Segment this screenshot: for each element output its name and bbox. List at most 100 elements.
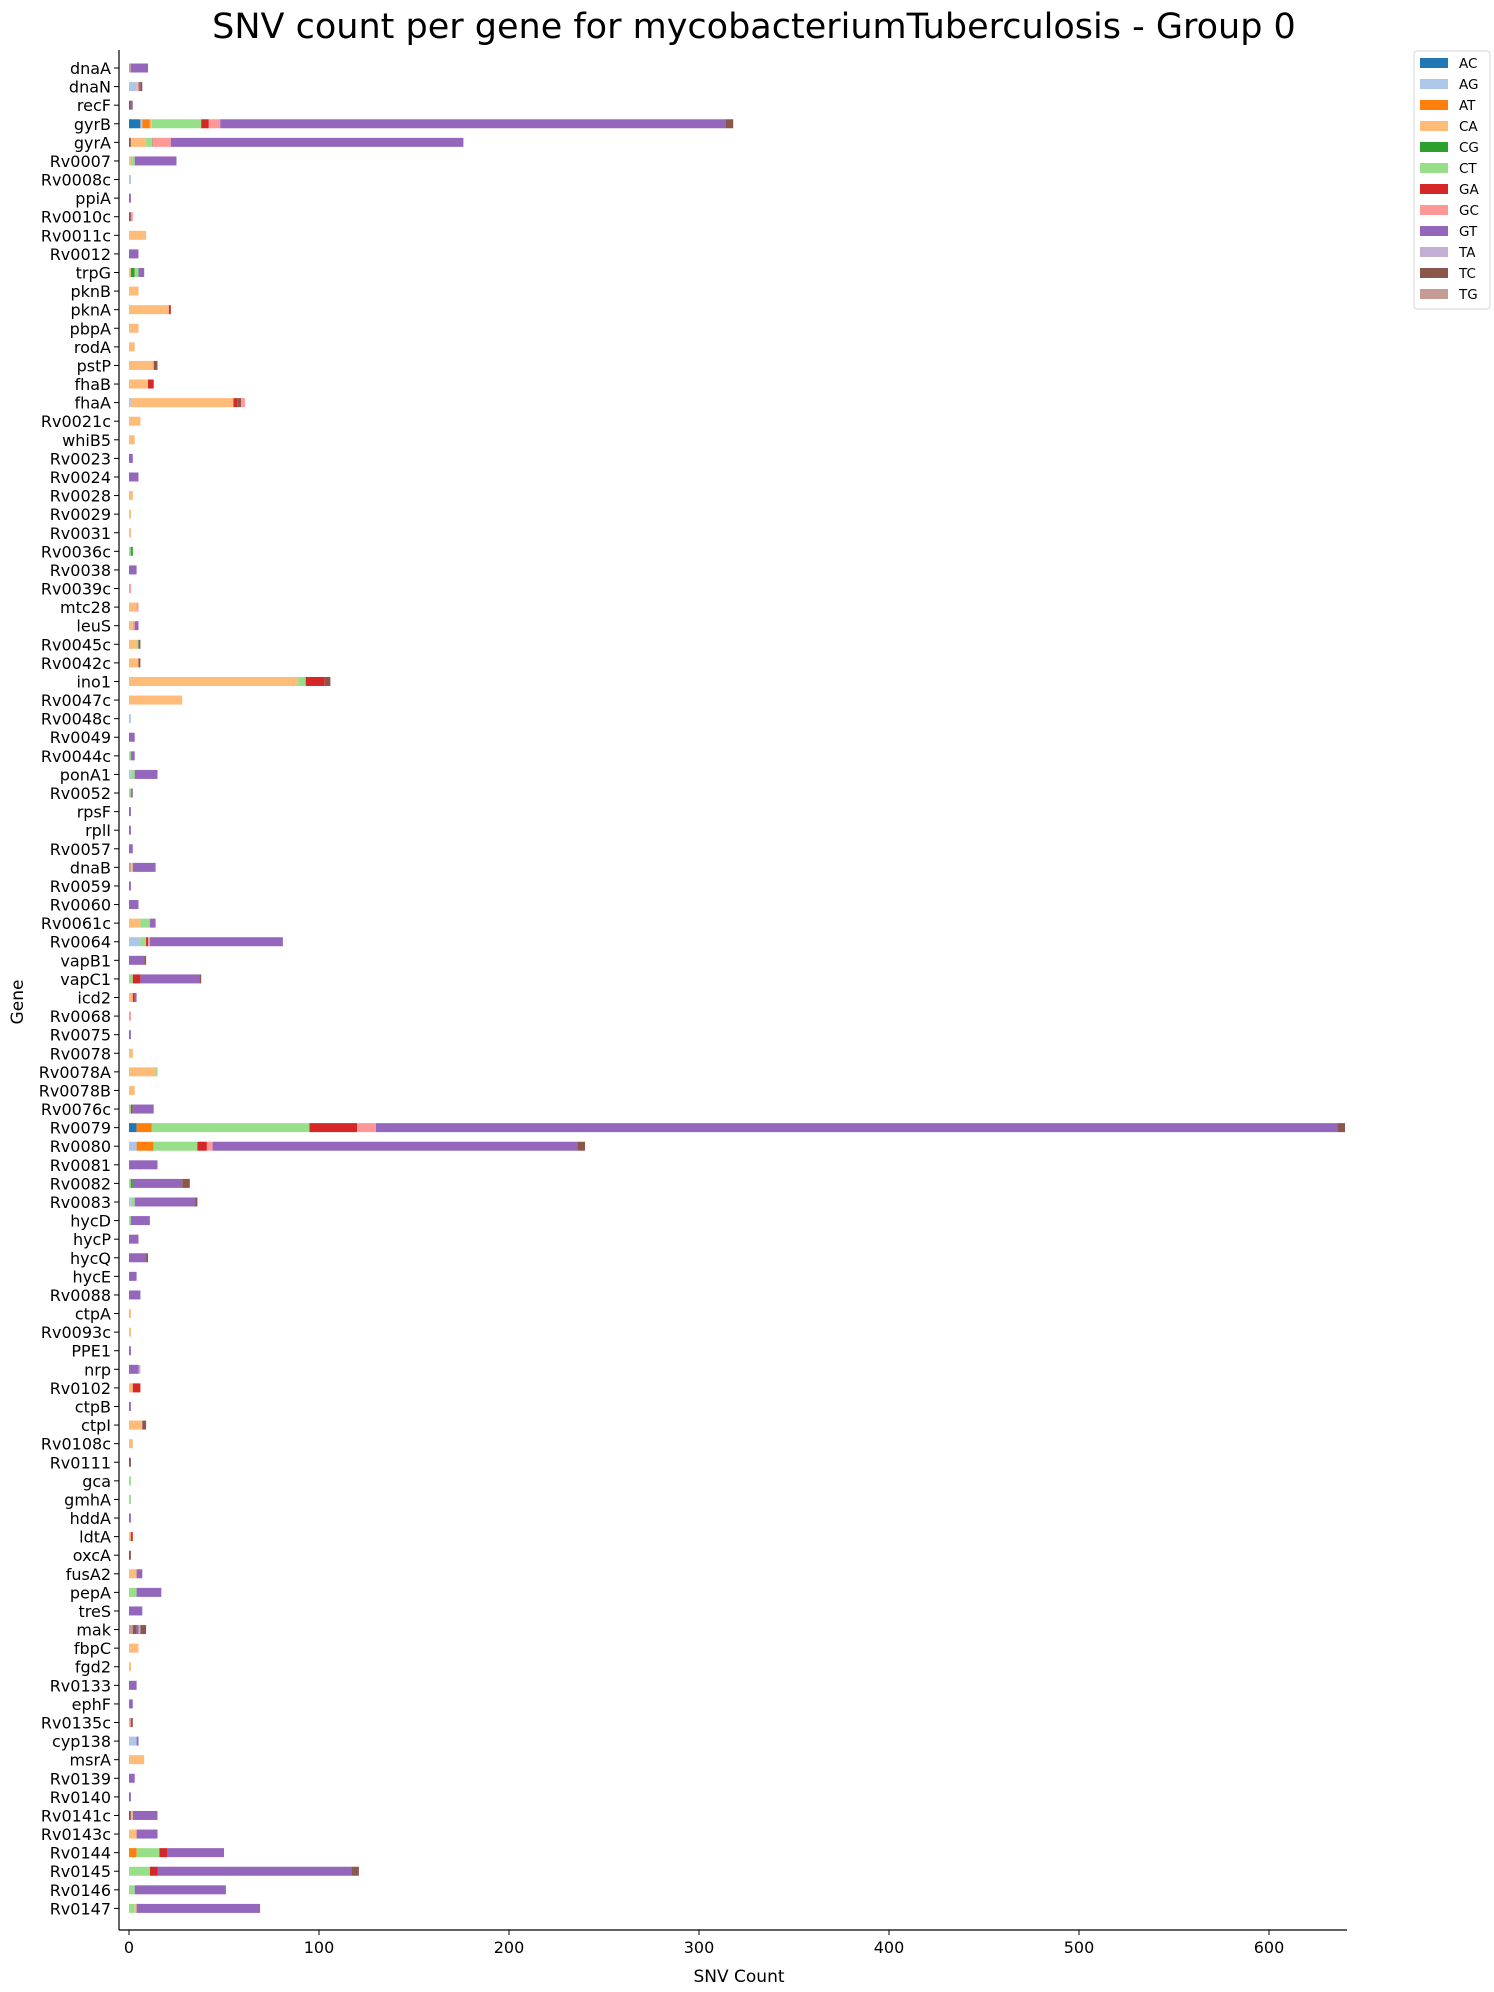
legend-swatch-TC xyxy=(1420,268,1448,278)
bar-segment-ctpA-CA xyxy=(129,1309,131,1319)
legend-swatch-TG xyxy=(1420,289,1448,299)
bar-segment-Rv0143c-GT xyxy=(136,1829,158,1839)
y-tick-label: Rv0068 xyxy=(50,1007,111,1026)
bar-segment-nrp-TA xyxy=(138,1364,141,1374)
bar-segment-Rv0036c-CG xyxy=(130,546,133,556)
y-tick-label: Rv0133 xyxy=(50,1676,111,1695)
y-tick-label: mak xyxy=(76,1621,111,1640)
y-tick-label: Rv0029 xyxy=(50,505,111,524)
y-tick-label: fbpC xyxy=(74,1639,111,1658)
bar-segment-Rv0021c-CA xyxy=(129,416,141,426)
bar-segment-mak-TC xyxy=(132,1625,137,1635)
y-tick-label: Rv0102 xyxy=(50,1379,111,1398)
y-tick-label: fgd2 xyxy=(75,1658,111,1677)
y-tick-label: Rv0007 xyxy=(50,152,111,171)
y-tick-label: hycP xyxy=(73,1230,111,1249)
chart-title: SNV count per gene for mycobacteriumTube… xyxy=(212,7,1296,47)
legend-swatch-AC xyxy=(1420,58,1448,68)
bar-segment-Rv0133-GT xyxy=(129,1680,137,1690)
y-tick-label: hddA xyxy=(70,1509,111,1528)
bar-segment-Rv0010c-TC xyxy=(129,212,131,222)
y-tick-label: gyrA xyxy=(74,133,111,152)
bar-segment-Rv0080-GC xyxy=(206,1141,213,1151)
bar-segment-ponA1-AG xyxy=(129,769,131,779)
bar-segment-gyrA-GC xyxy=(153,137,171,147)
bar-segment-Rv0146-CT xyxy=(129,1885,135,1895)
bar-segment-Rv0147-CA xyxy=(134,1903,137,1913)
y-tick-label: Rv0048c xyxy=(41,710,111,729)
bar-segment-Rv0144-GA xyxy=(159,1848,167,1858)
bar-segment-icd2-CA xyxy=(129,993,133,1002)
bar-segment-Rv0076c-TC xyxy=(130,1104,133,1114)
bar-segment-pknB-CA xyxy=(129,286,139,296)
legend-label-AT: AT xyxy=(1459,98,1476,114)
bar-segment-recF-GT xyxy=(130,100,133,110)
y-tick-label: Rv0108c xyxy=(41,1435,111,1454)
bar-segment-Rv0080-CT xyxy=(153,1141,198,1151)
y-tick-label: Rv0031 xyxy=(50,524,111,543)
y-tick-label: pknB xyxy=(70,282,111,301)
y-tick-label: rodA xyxy=(74,338,111,357)
bar-segment-Rv0007-CT xyxy=(130,156,135,166)
y-tick-label: pbpA xyxy=(70,319,111,338)
bar-segment-hycP-GT xyxy=(129,1234,139,1244)
bar-segment-gyrB-GC xyxy=(208,119,221,129)
bars-layer xyxy=(129,63,1345,1913)
x-axis: 0 100 200 300 400 500 600 xyxy=(119,1929,1347,1957)
bar-segment-Rv0082-TC xyxy=(182,1178,190,1188)
bar-segment-mak-TG xyxy=(129,1625,133,1635)
bar-segment-hycQ-GT xyxy=(129,1253,147,1263)
bar-segment-Rv0048c-AG xyxy=(129,714,131,724)
bar-segment-gyrB-TC xyxy=(725,119,734,129)
y-tick-label: rplI xyxy=(85,821,111,840)
y-tick-label: vapC1 xyxy=(60,970,111,989)
bar-segment-cyp138-GT xyxy=(136,1736,139,1746)
bar-segment-ppiA-GT xyxy=(129,193,131,203)
bar-segment-Rv0139-GT xyxy=(129,1773,135,1783)
bar-segment-Rv0083-AG xyxy=(129,1197,131,1207)
legend-swatch-CT xyxy=(1420,163,1448,173)
bar-segment-ino1-CA xyxy=(129,676,299,686)
bar-segment-msrA-CA xyxy=(129,1755,145,1765)
y-axis: dnaAdnaNrecFgyrBgyrARv0007Rv0008cppiARv0… xyxy=(39,50,120,1930)
legend-swatch-GT xyxy=(1420,226,1448,236)
bar-segment-trpG-CA xyxy=(129,267,131,277)
y-tick-label: Rv0023 xyxy=(50,449,111,468)
bar-segment-ponA1-CT xyxy=(130,769,135,779)
y-tick-label: dnaB xyxy=(70,858,111,877)
bar-segment-hycD-GT xyxy=(130,1216,150,1226)
bar-segment-rodA-CA xyxy=(129,342,135,352)
bar-segment-Rv0145-CT xyxy=(129,1866,150,1876)
y-tick-label: Rv0093c xyxy=(41,1323,111,1342)
y-tick-label: Rv0141c xyxy=(41,1806,111,1825)
bar-segment-Rv0047c-CA xyxy=(129,695,183,705)
bar-segment-Rv0080-AT xyxy=(136,1141,154,1151)
bar-segment-Rv0011c-CA xyxy=(129,230,147,240)
bar-segment-gyrA-TC xyxy=(129,137,131,147)
bar-segment-gyrB-AG xyxy=(140,119,143,129)
y-tick-label: mtc28 xyxy=(60,598,111,617)
bar-segment-ino1-TC xyxy=(324,676,331,686)
bar-segment-Rv0008c-AG xyxy=(129,175,131,185)
y-tick-label: ctpA xyxy=(75,1305,111,1324)
bar-segment-Rv0045c-TC xyxy=(138,639,141,649)
y-tick-label: ctpI xyxy=(81,1416,111,1435)
bar-segment-fhaA-GC xyxy=(241,398,245,408)
bar-segment-gyrA-GT xyxy=(170,137,464,147)
bar-segment-dnaN-CA xyxy=(136,82,139,92)
bar-segment-Rv0093c-CA xyxy=(129,1327,131,1337)
bar-segment-gca-CT xyxy=(129,1476,131,1486)
y-axis-label: Gene xyxy=(8,980,28,1025)
bar-segment-trpG-GT xyxy=(138,267,145,277)
y-tick-label: nrp xyxy=(84,1360,111,1379)
bar-segment-Rv0052-CT xyxy=(129,788,131,798)
bar-segment-Rv0076c-CT xyxy=(129,1104,131,1114)
y-tick-label: Rv0079 xyxy=(50,1119,111,1138)
bar-segment-pstP-TC xyxy=(153,360,158,370)
bar-segment-Rv0007-GT xyxy=(134,156,177,166)
bar-segment-Rv0078A-CA xyxy=(129,1067,156,1077)
bar-segment-fhaB-CA xyxy=(129,379,148,389)
y-tick-label: vapB1 xyxy=(60,951,111,970)
bar-segment-Rv0057-GT xyxy=(129,844,133,854)
y-tick-label: rpsF xyxy=(77,803,111,822)
